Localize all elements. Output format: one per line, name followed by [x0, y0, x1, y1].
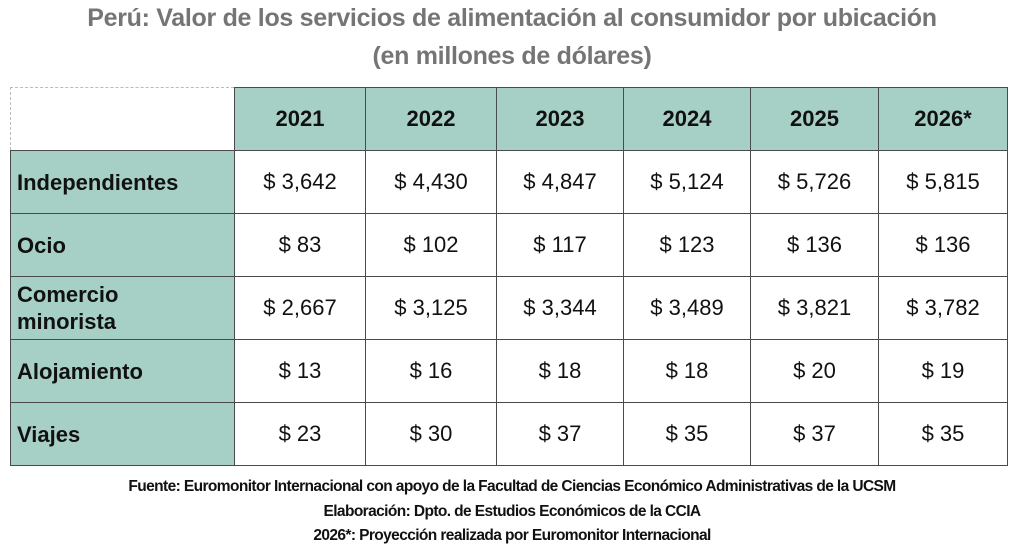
- table-cell: $ 83: [234, 213, 366, 277]
- column-header: 2023: [496, 87, 624, 151]
- row-label: Independientes: [10, 150, 235, 214]
- table-cell: $ 37: [750, 402, 879, 466]
- table-cell: $ 19: [878, 339, 1008, 403]
- table-cell: $ 3,489: [623, 276, 751, 340]
- projection-note: 2026*: Proyección realizada por Euromoni…: [313, 527, 711, 544]
- column-header: 2024: [623, 87, 751, 151]
- table-cell: $ 23: [234, 402, 366, 466]
- table-cell: $ 35: [623, 402, 751, 466]
- table-cell: $ 3,125: [365, 276, 497, 340]
- table-row: Alojamiento $ 13 $ 16 $ 18 $ 18 $ 20 $ 1…: [10, 339, 1008, 403]
- table-row: Comercio minorista $ 2,667 $ 3,125 $ 3,3…: [10, 276, 1008, 340]
- table-cell: $ 5,815: [878, 150, 1008, 214]
- table-cell: $ 16: [365, 339, 497, 403]
- source-note: Fuente: Euromonitor Internacional con ap…: [128, 478, 896, 495]
- table-cell: $ 136: [750, 213, 879, 277]
- table-cell: $ 18: [623, 339, 751, 403]
- data-table: 2021 2022 2023 2024 2025 2026* Independi…: [10, 87, 1008, 466]
- table-cell: $ 37: [496, 402, 624, 466]
- column-header: 2022: [365, 87, 497, 151]
- table-cell: $ 3,821: [750, 276, 879, 340]
- table-row: Viajes $ 23 $ 30 $ 37 $ 35 $ 37 $ 35: [10, 402, 1008, 466]
- table-cell: $ 4,847: [496, 150, 624, 214]
- row-label: Viajes: [10, 402, 235, 466]
- table-cell: $ 5,726: [750, 150, 879, 214]
- table-cell: $ 123: [623, 213, 751, 277]
- table-cell: $ 30: [365, 402, 497, 466]
- header-row: 2021 2022 2023 2024 2025 2026*: [10, 87, 1008, 151]
- column-header: 2026*: [878, 87, 1008, 151]
- row-label: Alojamiento: [10, 339, 235, 403]
- table-title: Perú: Valor de los servicios de alimenta…: [87, 4, 937, 32]
- table-row: Ocio $ 83 $ 102 $ 117 $ 123 $ 136 $ 136: [10, 213, 1008, 277]
- column-header: 2021: [234, 87, 366, 151]
- elaboration-note: Elaboración: Dpto. de Estudios Económico…: [323, 503, 701, 520]
- corner-cell: [10, 87, 235, 151]
- table-cell: $ 102: [365, 213, 497, 277]
- table-cell: $ 4,430: [365, 150, 497, 214]
- table-cell: $ 3,344: [496, 276, 624, 340]
- row-label: Comercio minorista: [10, 276, 235, 340]
- table-subtitle: (en millones de dólares): [372, 42, 652, 70]
- table-cell: $ 117: [496, 213, 624, 277]
- table-cell: $ 5,124: [623, 150, 751, 214]
- table-cell: $ 136: [878, 213, 1008, 277]
- table-cell: $ 3,782: [878, 276, 1008, 340]
- row-label: Ocio: [10, 213, 235, 277]
- table-cell: $ 18: [496, 339, 624, 403]
- table-cell: $ 2,667: [234, 276, 366, 340]
- table-cell: $ 35: [878, 402, 1008, 466]
- table-cell: $ 20: [750, 339, 879, 403]
- table-cell: $ 13: [234, 339, 366, 403]
- column-header: 2025: [750, 87, 879, 151]
- table-cell: $ 3,642: [234, 150, 366, 214]
- table-row: Independientes $ 3,642 $ 4,430 $ 4,847 $…: [10, 150, 1008, 214]
